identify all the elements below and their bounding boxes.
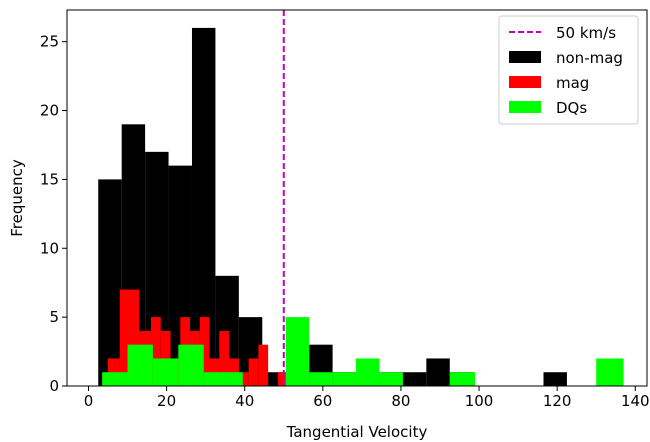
x-axis-ticks: 0 20 40 60 80 100 120 140 <box>84 386 650 410</box>
x-tick-label-20: 20 <box>157 392 176 410</box>
x-tick-label-100: 100 <box>465 392 494 410</box>
y-tick-label-10: 10 <box>40 239 59 257</box>
x-tick-label-0: 0 <box>84 392 94 410</box>
y-tick-label-25: 25 <box>40 33 59 51</box>
bar-dqs-1 <box>127 344 153 386</box>
bars-layer <box>98 27 624 387</box>
legend-label-non-mag: non-mag <box>556 49 623 67</box>
bar-dqs-0 <box>102 372 128 386</box>
x-tick-label-140: 140 <box>621 392 650 410</box>
bar-mag-10 <box>219 330 230 386</box>
bar-non-mag-0 <box>98 179 122 386</box>
bar-non-mag-4 <box>191 27 216 387</box>
bar-non-mag-13 <box>426 358 450 386</box>
bar-mag-8 <box>199 317 210 386</box>
bar-non-mag-2 <box>145 151 169 386</box>
plot-frame <box>66 9 648 387</box>
x-tick-label-80: 80 <box>391 392 410 410</box>
bar-dqs-8 <box>332 372 357 386</box>
x-axis-label: Tangential Velocity <box>286 423 428 441</box>
bar-non-mag-15 <box>543 372 567 386</box>
legend-label-vline: 50 km/s <box>556 24 616 42</box>
y-tick-label-0: 0 <box>49 377 59 395</box>
legend-swatch-mag <box>509 76 541 88</box>
bar-dqs-7 <box>309 372 333 386</box>
bar-dqs-10 <box>379 372 403 386</box>
bar-dqs-5 <box>229 372 243 386</box>
y-tick-label-20: 20 <box>40 102 59 120</box>
y-tick-label-5: 5 <box>49 308 59 326</box>
bar-dqs-9 <box>356 358 380 386</box>
bar-mag-14 <box>258 344 269 386</box>
legend: 50 km/s non-mag mag DQs <box>498 15 639 125</box>
bar-non-mag-12 <box>402 372 427 386</box>
x-tick-label-60: 60 <box>313 392 332 410</box>
x-tick-label-120: 120 <box>543 392 572 410</box>
bar-mag-12 <box>238 372 249 386</box>
bar-dqs-12 <box>596 358 624 386</box>
bar-dqs-11 <box>449 372 476 386</box>
legend-swatch-non-mag <box>509 51 541 63</box>
bar-mag-3 <box>150 317 161 386</box>
y-axis-label: Frequency <box>8 159 26 237</box>
bar-dqs-6 <box>285 317 310 386</box>
bar-dqs-3 <box>178 344 204 386</box>
legend-label-dqs: DQs <box>556 99 587 117</box>
y-tick-label-15: 15 <box>40 170 59 188</box>
x-tick-label-40: 40 <box>235 392 254 410</box>
legend-frame <box>498 15 639 125</box>
legend-swatch-dqs <box>509 101 541 113</box>
bar-dqs-4 <box>203 372 230 386</box>
y-axis-ticks: 0 5 10 15 20 25 <box>40 33 67 395</box>
bar-mag-13 <box>248 358 259 386</box>
legend-label-mag: mag <box>556 74 589 92</box>
bar-dqs-2 <box>152 358 179 386</box>
